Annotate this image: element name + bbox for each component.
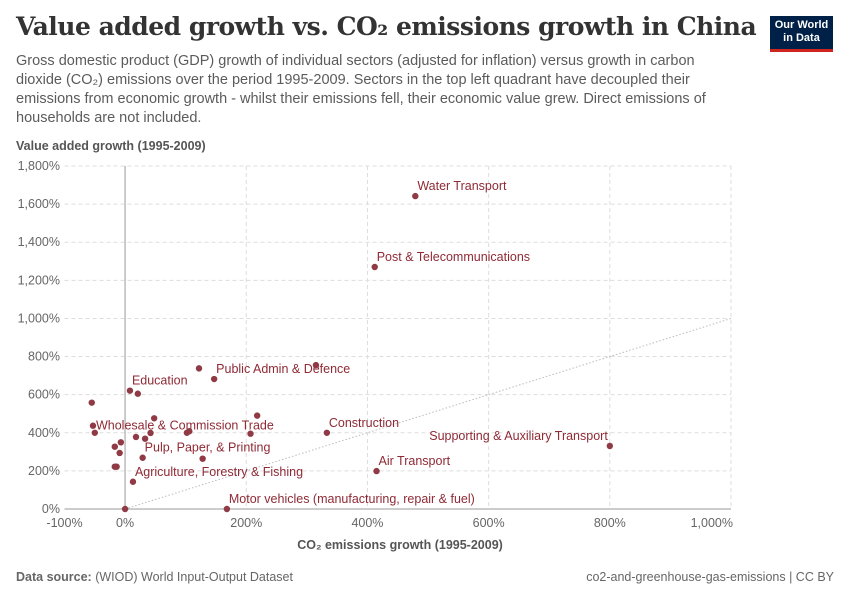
- point-label: Wholesale & Commission Trade: [96, 419, 274, 433]
- x-tick-label: -100%: [46, 516, 82, 530]
- x-tick-label: 800%: [594, 516, 626, 530]
- source-label: Data source:: [16, 570, 92, 584]
- data-point: [88, 399, 95, 406]
- x-tick-label: 600%: [473, 516, 505, 530]
- data-point: [117, 439, 125, 446]
- data-point: [91, 429, 98, 436]
- x-tick-label: 200%: [230, 516, 262, 530]
- data-point: [147, 429, 154, 437]
- point-label: Public Admin & Defence: [216, 362, 350, 376]
- data-point: [111, 443, 118, 450]
- data-point: [89, 422, 97, 429]
- y-tick-label: 1,000%: [18, 311, 60, 325]
- data-point: [373, 467, 380, 475]
- x-tick-label: 400%: [351, 516, 383, 530]
- point-label: Construction: [329, 416, 399, 430]
- data-point: [199, 455, 206, 462]
- data-point: [113, 463, 120, 470]
- point-label: Air Transport: [379, 454, 451, 468]
- y-axis-label: Value added growth (1995-2009): [16, 139, 206, 153]
- data-point: [371, 263, 378, 271]
- data-point: [412, 192, 419, 200]
- point-label: Agriculture, Forestry & Fishing: [135, 465, 303, 479]
- point-label: Pulp, Paper, & Printing: [145, 441, 271, 455]
- data-point: [253, 412, 261, 419]
- data-point: [129, 478, 137, 485]
- data-point: [606, 442, 614, 450]
- data-point: [132, 433, 140, 441]
- y-tick-label: 400%: [28, 426, 60, 440]
- chart-subtitle: Gross domestic product (GDP) growth of i…: [16, 53, 706, 126]
- data-point: [150, 415, 158, 422]
- data-point: [223, 505, 231, 513]
- point-label: Post & Telecommunications: [377, 250, 530, 264]
- point-label: Supporting & Auxiliary Transport: [429, 429, 608, 443]
- y-tick-label: 600%: [28, 388, 60, 402]
- data-point: [121, 505, 129, 513]
- x-axis-label-text: CO₂ emissions growth (1995-2009): [297, 538, 503, 552]
- owid-logo[interactable]: Our World in Data: [770, 16, 833, 52]
- y-tick-label: 0%: [42, 502, 60, 516]
- data-point: [139, 454, 146, 461]
- data-point: [247, 430, 254, 437]
- source-text[interactable]: (WIOD) World Input-Output Dataset: [95, 570, 293, 584]
- point-label: Water Transport: [417, 179, 507, 193]
- y-tick-label: 200%: [28, 464, 60, 478]
- chart-title: Value added growth vs. CO₂ emissions gro…: [16, 12, 757, 41]
- license-text[interactable]: co2-and-greenhouse-gas-emissions | CC BY: [586, 570, 834, 584]
- point-label: Motor vehicles (manufacturing, repair & …: [229, 492, 475, 506]
- y-tick-label: 1,800%: [18, 159, 60, 173]
- y-tick-label: 1,200%: [18, 273, 60, 287]
- data-point: [195, 365, 203, 372]
- data-source: Data source: (WIOD) World Input-Output D…: [16, 570, 293, 584]
- data-point: [134, 390, 142, 397]
- y-tick-label: 1,600%: [18, 197, 60, 211]
- data-point: [210, 375, 218, 383]
- point-label: Education: [132, 374, 188, 388]
- x-axis-label: CO₂ emissions growth (1995-2009): [0, 538, 800, 552]
- data-point: [116, 449, 123, 457]
- x-tick-label: 0%: [116, 516, 134, 530]
- y-tick-label: 800%: [28, 350, 60, 364]
- data-point: [141, 435, 149, 442]
- data-point: [323, 429, 331, 436]
- x-tick-label: 1,000%: [691, 516, 733, 530]
- y-tick-label: 1,400%: [18, 235, 60, 249]
- data-point: [312, 361, 320, 369]
- data-point: [126, 387, 134, 394]
- data-point: [186, 428, 193, 435]
- parity-line: [124, 317, 732, 510]
